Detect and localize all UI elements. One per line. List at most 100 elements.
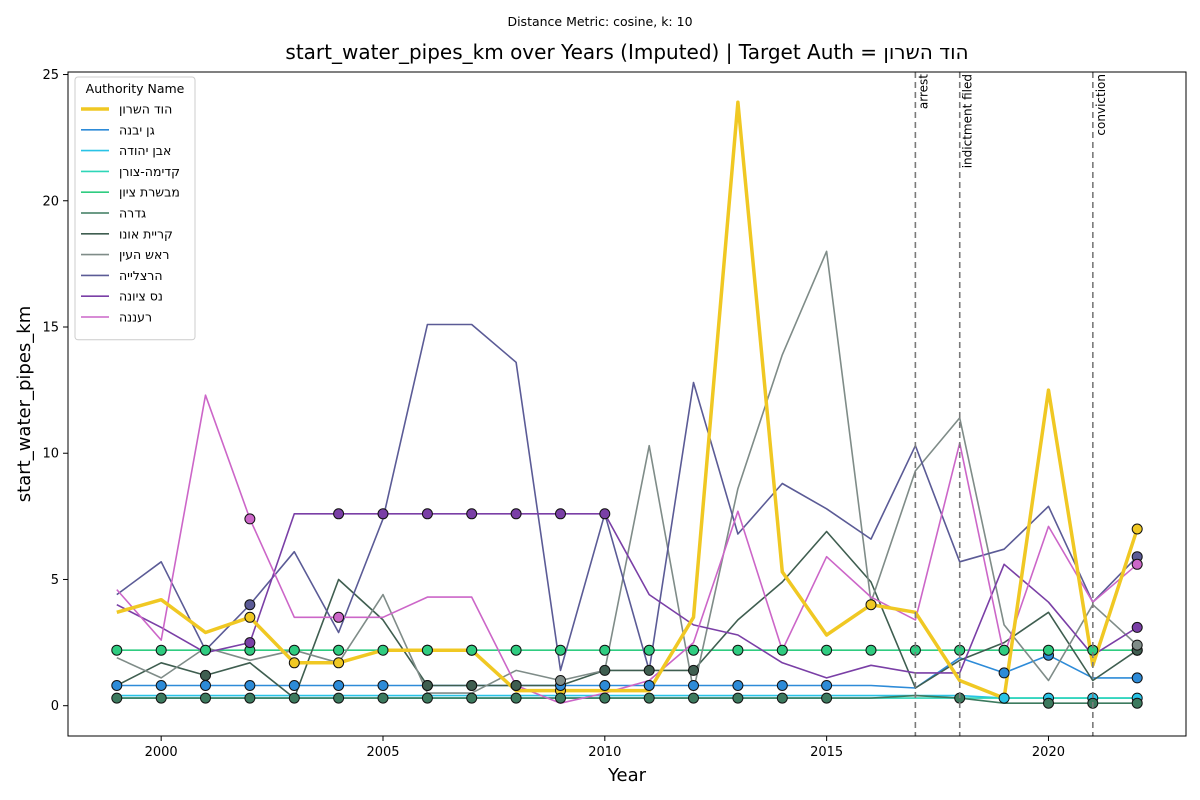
legend-label-5: גדרה: [119, 206, 146, 221]
imputed-point-5-2002: [244, 692, 256, 704]
imputed-point-8-2002: [244, 599, 256, 611]
y-tick-label-5: 5: [51, 573, 59, 588]
imputed-point-1-2005: [377, 680, 389, 691]
imputed-point-4-2013: [732, 644, 744, 656]
legend-label-9: נס ציונה: [119, 289, 163, 304]
imputed-point-6-2001: [200, 669, 211, 681]
series-line-2: [116, 694, 1138, 699]
imputed-point-7-2022: [1131, 639, 1143, 651]
legend-label-8: הרצלייה: [119, 268, 163, 283]
imputed-point-9-2007: [466, 508, 478, 520]
imputed-point-9-2006: [421, 508, 433, 520]
series-line-1: [116, 654, 1138, 689]
imputed-point-1-2000: [155, 680, 167, 691]
legend-label-10: רעננה: [119, 310, 152, 325]
imputed-point-4-2006: [421, 644, 433, 656]
x-tick-label-2005: 2005: [366, 745, 399, 760]
legend-label-0: הוד השרון: [119, 102, 172, 117]
imputed-point-0-2004: [333, 657, 345, 669]
imputed-point-4-2019: [998, 644, 1010, 656]
plot-frame: [67, 71, 1187, 737]
imputed-point-5-2013: [732, 692, 744, 704]
x-tick-label-2015: 2015: [810, 745, 843, 760]
imputed-point-9-2008: [510, 508, 522, 520]
imputed-point-4-2011: [643, 644, 655, 656]
legend-label-1: גן יבנה: [119, 122, 155, 137]
imputed-point-0-2003: [288, 657, 300, 669]
y-tick-label-0: 0: [51, 699, 59, 714]
imputed-point-5-2005: [377, 692, 389, 704]
legend-label-7: ראש העין: [119, 247, 169, 262]
series-line-9: [116, 512, 1138, 679]
legend-label-6: קריית אונו: [119, 226, 173, 241]
imputed-point-0-2022: [1131, 523, 1143, 535]
series-line-6: [116, 530, 1138, 699]
y-tick-label-25: 25: [42, 68, 59, 83]
event-label-1: indictment filed: [961, 74, 975, 168]
imputed-point-4-2003: [288, 644, 300, 656]
imputed-point-4-2007: [466, 644, 478, 656]
imputed-point-5-2022: [1131, 697, 1143, 709]
y-axis-label: start_water_pipes_km: [14, 306, 35, 502]
y-tick-label-15: 15: [42, 320, 59, 335]
imputed-point-9-2005: [377, 508, 389, 520]
imputed-point-1-2022: [1131, 672, 1143, 684]
imputed-point-9-2004: [333, 508, 345, 520]
imputed-point-1-2012: [688, 680, 699, 691]
imputed-point-1-2013: [732, 680, 744, 691]
imputed-point-4-2001: [200, 644, 211, 656]
chart-title: start_water_pipes_km over Years (Imputed…: [285, 40, 969, 64]
imputed-point-1-2014: [776, 680, 788, 691]
imputed-point-6-2006: [421, 680, 433, 691]
imputed-point-0-2002: [244, 611, 256, 623]
imputed-point-1-2002: [244, 680, 256, 691]
imputed-point-1-1999: [111, 680, 123, 691]
imputed-point-9-2010: [599, 508, 611, 520]
event-label-0: arrest: [916, 74, 930, 109]
imputed-point-4-2008: [510, 644, 522, 656]
imputed-point-10-2022: [1131, 558, 1143, 570]
legend-box: [74, 76, 196, 341]
imputed-point-5-2020: [1043, 697, 1054, 709]
series-line-7: [116, 250, 1138, 694]
imputed-point-4-2005: [377, 644, 389, 656]
y-tick-label-10: 10: [42, 447, 59, 462]
imputed-point-4-2009: [555, 644, 566, 656]
series-line-5: [116, 694, 1138, 705]
imputed-point-4-2020: [1043, 644, 1054, 656]
imputed-point-6-2011: [643, 664, 655, 676]
imputed-point-1-2003: [288, 680, 300, 691]
chart-suptitle: Distance Metric: cosine, k: 10: [507, 14, 693, 29]
x-tick-label-2000: 2000: [145, 745, 178, 760]
imputed-point-1-2001: [200, 680, 211, 691]
imputed-point-1-2015: [821, 680, 833, 691]
imputed-point-4-2016: [865, 644, 877, 656]
imputed-point-5-2014: [776, 692, 788, 704]
imputed-point-6-2012: [688, 664, 699, 676]
imputed-point-5-2009: [555, 692, 566, 704]
imputed-point-5-2015: [821, 692, 833, 704]
imputed-point-0-2016: [865, 599, 877, 611]
legend: Authority Name הוד השרון גן יבנה אבן יהודה ק…: [74, 76, 196, 341]
series-line-0: [116, 100, 1139, 700]
legend-label-2: אבן יהודה: [119, 143, 171, 158]
imputed-point-4-2000: [155, 644, 167, 656]
legend-label-4: מבשרת ציון: [119, 185, 180, 200]
imputed-point-1-2019: [998, 667, 1010, 679]
imputed-point-5-2007: [466, 692, 478, 704]
imputed-point-9-2009: [555, 508, 566, 520]
imputed-point-9-2022: [1131, 621, 1143, 633]
imputed-point-6-2007: [466, 680, 478, 691]
imputed-point-6-2010: [599, 664, 611, 676]
imputed-point-4-2010: [599, 644, 611, 656]
imputed-point-5-2008: [510, 692, 522, 704]
imputed-point-1-2010: [599, 680, 611, 691]
imputed-point-5-2004: [333, 692, 345, 704]
imputed-point-4-2004: [333, 644, 345, 656]
legend-title: Authority Name: [86, 81, 185, 96]
series-line-8: [116, 323, 1138, 672]
imputed-point-7-2009: [555, 675, 566, 686]
imputed-point-10-2002: [244, 513, 256, 525]
